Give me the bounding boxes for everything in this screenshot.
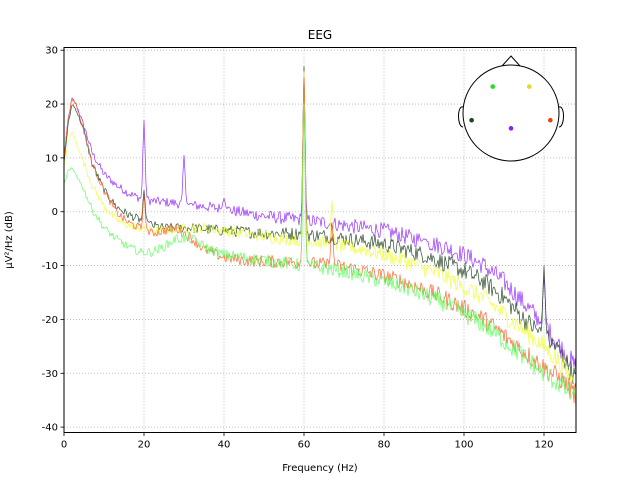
y-tick-label: 0: [52, 207, 58, 218]
x-tick-label: 40: [218, 440, 231, 451]
sensor-dot-0: [490, 84, 496, 89]
chart-title: EEG: [308, 28, 332, 42]
head-ear-left: [458, 106, 464, 128]
y-tick-label: 20: [45, 100, 58, 111]
series-line-4: [64, 103, 576, 411]
sensor-dot-1: [526, 84, 532, 89]
x-tick-label: 60: [298, 440, 311, 451]
series-line-2: [64, 71, 576, 392]
series-line-0: [64, 76, 576, 378]
x-axis: 0 20 40 60 80 100 120: [61, 432, 554, 451]
y-tick-label: -40: [42, 423, 58, 434]
head-outline: [462, 64, 560, 162]
x-tick-label: 20: [138, 440, 151, 451]
head-ear-right: [558, 106, 564, 128]
series-line-3: [64, 76, 576, 404]
y-axis-label: µV²/Hz (dB): [4, 211, 15, 269]
x-tick-label: 80: [378, 440, 391, 451]
series-line-1: [64, 65, 576, 385]
y-axis: -40 -30 -20 -10 0 10 20 30: [42, 46, 64, 434]
grid: [63, 47, 576, 433]
sensor-head-inset: [458, 55, 564, 162]
head-nose: [501, 55, 521, 67]
plot-area: [64, 65, 576, 411]
sensor-dot-4: [508, 126, 514, 131]
x-axis-label: Frequency (Hz): [282, 463, 358, 474]
y-tick-label: -30: [42, 369, 58, 380]
y-tick-label: 10: [45, 153, 58, 164]
y-tick-label: -20: [42, 315, 58, 326]
sensor-dot-3: [548, 117, 553, 123]
x-tick-label: 120: [534, 440, 553, 451]
sensor-dot-2: [469, 117, 474, 123]
x-tick-label: 0: [61, 440, 67, 451]
y-tick-label: -10: [42, 261, 58, 272]
x-tick-label: 100: [454, 440, 473, 451]
plot-frame: [63, 47, 577, 433]
y-tick-label: 30: [45, 46, 58, 57]
